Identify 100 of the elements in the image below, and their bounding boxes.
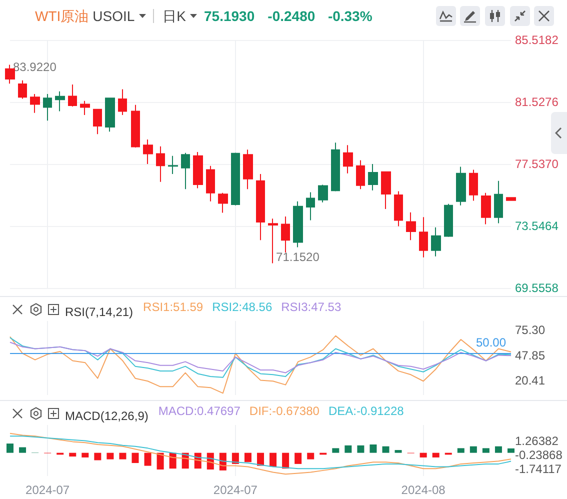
text: 日K <box>162 8 186 24</box>
candlestick <box>218 192 228 214</box>
candlestick <box>469 169 478 202</box>
bar <box>344 445 352 453</box>
candlestick <box>43 94 52 122</box>
text: RSI1:51.59 <box>143 300 204 314</box>
bar <box>257 452 264 466</box>
candlestick <box>331 142 340 192</box>
candlestick <box>68 84 77 107</box>
bar <box>307 452 314 460</box>
candlestick <box>431 226 441 257</box>
bar <box>294 452 302 464</box>
y-tick-label: 85.5182 <box>515 33 559 47</box>
bar <box>370 444 377 453</box>
candlestick <box>18 80 27 100</box>
y-tick-label: 73.5464 <box>515 219 559 233</box>
y-tick-label: 69.5558 <box>515 281 559 295</box>
candlestick <box>131 104 140 148</box>
candlestick <box>356 160 365 190</box>
bar <box>508 448 514 453</box>
bar <box>470 446 477 453</box>
bar <box>144 452 152 466</box>
text: -0.2480 <box>268 8 316 24</box>
bar <box>6 444 14 453</box>
candlestick <box>193 151 203 189</box>
x-tick-label: 2024-07 <box>26 483 70 497</box>
candlestick <box>30 94 40 114</box>
candlestick <box>105 97 115 132</box>
bar <box>357 445 364 453</box>
candlestick <box>118 88 127 116</box>
ref-line-label: 50.00 <box>476 335 506 350</box>
y-tick-label: -1.74117 <box>515 462 562 476</box>
candlestick <box>506 196 516 201</box>
bar <box>232 452 239 464</box>
bar <box>457 448 464 453</box>
x-tick-label: 2024-07 <box>213 483 258 497</box>
text: MACD:0.47697 <box>158 404 241 418</box>
candlestick <box>256 174 265 241</box>
candlestick <box>318 184 328 203</box>
y-tick-label: 47.85 <box>515 348 546 362</box>
text: RSI3:47.53 <box>281 300 342 314</box>
bar <box>394 450 402 453</box>
bar <box>244 452 252 462</box>
bar <box>106 452 114 460</box>
text: USOIL <box>92 8 135 24</box>
annotation: 83.9220 <box>13 60 57 74</box>
line-series <box>10 335 512 394</box>
candlestick <box>156 146 165 182</box>
chart-title: WTI原油 <box>35 8 89 24</box>
candlestick <box>243 149 253 190</box>
candlestick <box>381 171 391 210</box>
candlestick <box>306 192 315 221</box>
text: RSI2:48.56 <box>212 300 272 314</box>
bar <box>382 446 390 453</box>
line-series <box>10 432 512 475</box>
candlestick <box>268 218 278 264</box>
bar <box>119 452 126 460</box>
chart-title: RSI(7,14,21) <box>65 305 134 319</box>
candlestick <box>456 166 466 206</box>
bar <box>332 448 340 453</box>
candlestick <box>168 155 178 175</box>
text: 75.1930 <box>204 8 255 24</box>
text: -0.33% <box>328 8 372 24</box>
candlestick <box>93 108 102 135</box>
bar <box>270 452 277 467</box>
candlestick <box>231 152 240 206</box>
candlestick <box>181 152 190 190</box>
bar <box>282 452 290 469</box>
bar <box>69 452 76 457</box>
bar <box>432 452 440 458</box>
y-tick-label: 1.26382 <box>515 434 559 448</box>
candlestick <box>293 200 303 248</box>
bar <box>94 452 102 460</box>
y-tick-label: 77.5370 <box>515 157 559 171</box>
text: DIF:-0.67380 <box>249 404 320 418</box>
candlestick <box>206 165 215 202</box>
candlestick <box>55 90 65 112</box>
y-tick-label: -0.23868 <box>515 448 563 462</box>
candlestick <box>419 216 428 258</box>
candlestick <box>281 216 290 254</box>
bar <box>494 446 502 453</box>
line-series <box>10 436 512 470</box>
candlestick <box>343 144 353 174</box>
candlestick <box>444 203 453 238</box>
bar <box>482 448 490 453</box>
bar <box>420 452 427 458</box>
bar <box>132 452 139 464</box>
text: DEA:-0.91228 <box>328 404 404 418</box>
bar <box>156 452 164 470</box>
candlestick <box>368 163 378 191</box>
bar <box>19 447 26 453</box>
candlestick <box>481 192 491 225</box>
x-tick-label: 2024-08 <box>401 483 446 497</box>
y-tick-label: 81.5276 <box>515 95 559 109</box>
annotation: 71.1520 <box>276 250 320 264</box>
candlestick <box>394 190 403 227</box>
candlestick <box>494 180 503 224</box>
y-tick-label: 75.30 <box>515 322 546 337</box>
y-tick-label: 20.41 <box>515 374 546 388</box>
candlestick <box>80 100 90 116</box>
